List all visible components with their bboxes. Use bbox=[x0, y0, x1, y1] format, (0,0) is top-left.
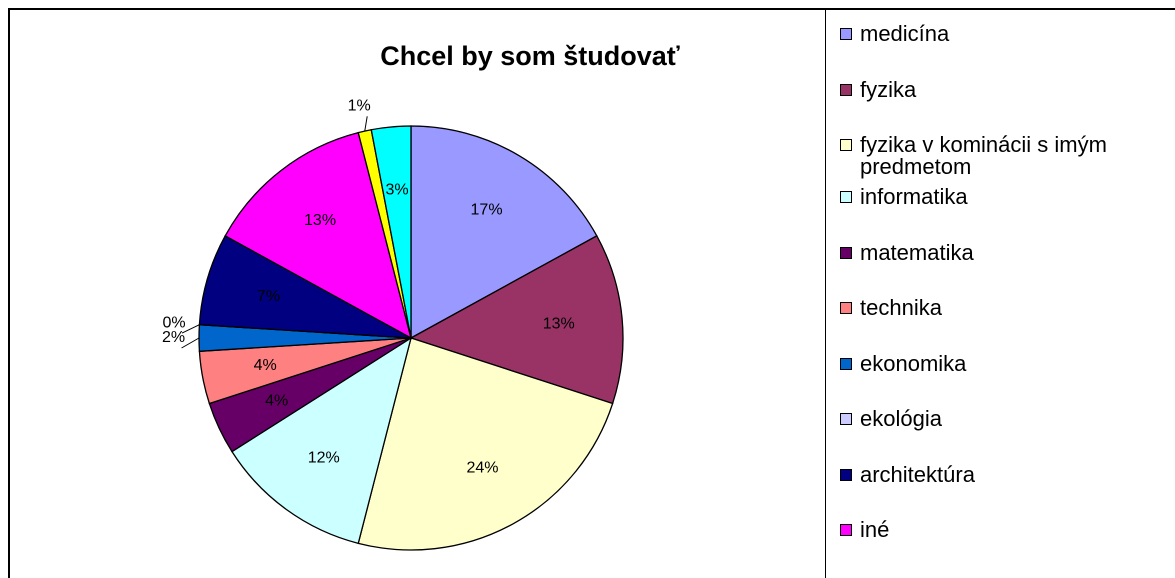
data-label: 3% bbox=[385, 181, 408, 198]
leader-line bbox=[181, 324, 200, 334]
pie-slice bbox=[370, 125, 412, 339]
data-label: 2% bbox=[162, 329, 185, 346]
legend-swatch bbox=[840, 302, 852, 314]
data-label: 0% bbox=[162, 314, 185, 331]
pie-slice bbox=[409, 234, 624, 405]
legend-swatch bbox=[840, 413, 852, 425]
legend-item: medicína bbox=[840, 23, 1160, 45]
legend-item: fyzika v kominácii s imým predmetom bbox=[840, 134, 1160, 178]
legend-label: ekológia bbox=[860, 406, 942, 431]
legend-swatch bbox=[840, 28, 852, 40]
legend-item: ekonomika bbox=[840, 350, 1160, 376]
legend-item: technika bbox=[840, 297, 1160, 319]
legend-swatch bbox=[840, 139, 852, 151]
legend-label: fyzika v kominácii s imým predmetom bbox=[860, 132, 1107, 179]
pie-slice bbox=[410, 125, 598, 340]
legend-swatch bbox=[840, 246, 852, 259]
data-label: 12% bbox=[308, 449, 340, 466]
data-label: 24% bbox=[466, 459, 498, 476]
legend-label: ekonomika bbox=[860, 350, 967, 376]
page: Chcel by som študovať 17% 13% 24% 12% 4% 4% 2%… bbox=[8, 8, 1175, 578]
data-label: 7% bbox=[257, 288, 280, 305]
data-label: 4% bbox=[254, 357, 277, 374]
leader-line bbox=[364, 116, 368, 132]
legend-label: iné bbox=[860, 517, 890, 542]
pie-slice bbox=[231, 336, 413, 545]
legend-label: matematika bbox=[860, 239, 974, 265]
legend-item: informatika bbox=[840, 186, 1160, 208]
legend-label: medicína bbox=[860, 21, 950, 46]
legend-label: technika bbox=[860, 295, 942, 320]
legend-label: architektúra bbox=[860, 461, 975, 487]
data-label: 13% bbox=[543, 315, 575, 332]
legend-item: ekológia bbox=[840, 408, 1160, 430]
legend-swatch bbox=[840, 83, 852, 96]
data-label: 17% bbox=[471, 201, 503, 218]
pie-slice bbox=[357, 337, 614, 551]
chart-frame bbox=[8, 8, 1175, 578]
legend-swatch bbox=[840, 468, 852, 481]
legend-label: informatika bbox=[860, 184, 968, 209]
legend-swatch bbox=[840, 524, 852, 536]
legend-label: fyzika bbox=[860, 76, 917, 102]
leader-line bbox=[181, 337, 200, 349]
legend-item: matematika bbox=[840, 239, 1160, 265]
legend: medicína fyzika fyzika v kominácii s imým … bbox=[825, 8, 1175, 578]
legend-item: iné bbox=[840, 519, 1160, 541]
legend-item: fyzika bbox=[840, 76, 1160, 102]
legend-swatch bbox=[840, 357, 852, 370]
chart: Chcel by som študovať 17% 13% 24% 12% 4% 4% 2%… bbox=[162, 41, 680, 551]
legend-swatch bbox=[840, 191, 852, 203]
data-label: 1% bbox=[348, 97, 371, 114]
legend-item: architektúra bbox=[840, 461, 1160, 487]
chart-title: Chcel by som študovať bbox=[380, 41, 680, 71]
data-label: 13% bbox=[304, 212, 336, 229]
data-label: 4% bbox=[265, 392, 288, 409]
pie-slice bbox=[224, 131, 413, 340]
